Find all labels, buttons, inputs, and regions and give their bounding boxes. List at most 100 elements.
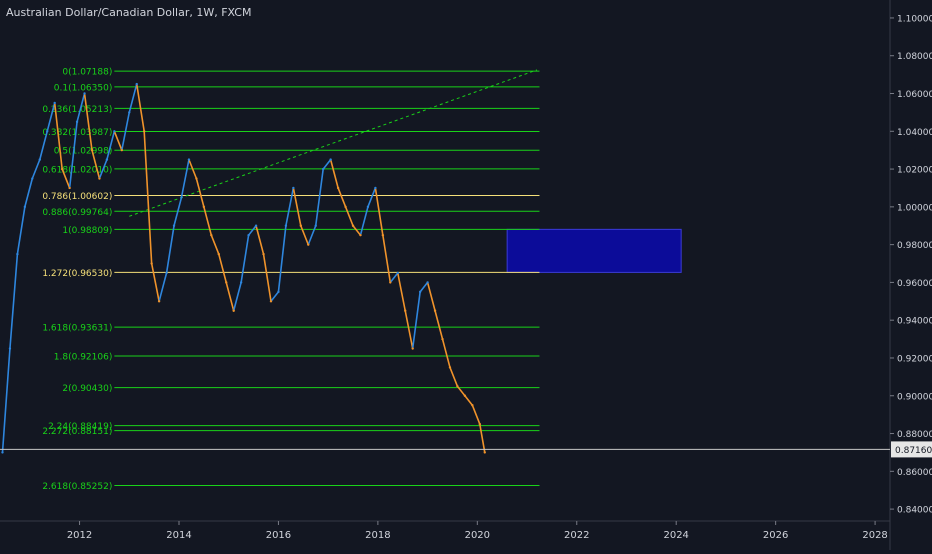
price-point-8 — [60, 167, 64, 171]
price-segment-44 — [322, 158, 332, 170]
price-point-37 — [277, 290, 280, 294]
price-segment-63 — [464, 394, 474, 407]
price-segment-1 — [1, 347, 11, 454]
price-point-55 — [411, 347, 414, 350]
price-point-29 — [217, 252, 220, 256]
demand-zone-rect — [506, 228, 682, 273]
fib-level-label-14: 2.272(0.88151) — [42, 427, 112, 437]
y-tick-label-10: 1.04000 — [897, 128, 932, 138]
price-point-23 — [172, 224, 176, 227]
price-point-17 — [128, 111, 131, 114]
price-segment-24 — [173, 196, 183, 227]
price-segment-32 — [232, 281, 242, 312]
price-segment-36 — [262, 253, 272, 303]
price-segment-9 — [61, 168, 71, 189]
fib-level-label-11: 1.8(0.92106) — [54, 352, 113, 362]
fib-level-label-9: 1.272(0.96530) — [42, 269, 112, 279]
price-point-34 — [254, 224, 258, 227]
price-segment-46 — [337, 187, 347, 208]
price-point-9 — [68, 186, 71, 190]
price-point-0 — [1, 451, 4, 454]
price-segment-35 — [255, 224, 265, 255]
price-point-3 — [23, 205, 27, 209]
x-tick-label-2: 2016 — [266, 530, 291, 541]
price-segment-37 — [270, 291, 280, 303]
price-segment-47 — [344, 206, 354, 227]
price-segment-58 — [426, 281, 436, 312]
y-tick-label-9: 1.02000 — [897, 166, 932, 176]
price-segment-48 — [352, 224, 362, 236]
price-segment-43 — [314, 168, 324, 227]
fib-level-label-6: 0.786(1.00602) — [42, 192, 112, 202]
price-segment-10 — [68, 121, 78, 189]
price-segment-31 — [225, 281, 235, 312]
y-tick-label-6: 0.96000 — [897, 279, 932, 289]
price-point-6 — [46, 130, 49, 133]
price-point-60 — [448, 366, 452, 369]
price-segment-11 — [76, 92, 86, 123]
price-point-57 — [426, 281, 429, 284]
price-segment-52 — [382, 234, 392, 284]
price-point-22 — [165, 271, 168, 275]
price-point-62 — [463, 394, 467, 397]
price-segment-33 — [240, 234, 250, 284]
fib-level-label-15: 2.618(0.85252) — [42, 482, 112, 492]
x-tick-label-8: 2028 — [862, 530, 887, 541]
price-point-11 — [83, 92, 86, 95]
price-point-4 — [31, 177, 34, 180]
price-point-25 — [187, 158, 191, 161]
price-point-64 — [478, 422, 482, 426]
y-tick-label-3: 0.90000 — [897, 392, 932, 402]
price-point-65 — [483, 451, 486, 454]
price-segment-25 — [180, 158, 190, 199]
y-tick-label-1: 0.86000 — [897, 468, 932, 478]
price-point-40 — [299, 224, 303, 227]
price-segment-26 — [188, 158, 198, 180]
y-tick-label-2: 0.88000 — [897, 430, 932, 440]
y-tick-label-13: 1.10000 — [897, 14, 932, 24]
price-point-14 — [105, 158, 109, 161]
x-tick-label-0: 2012 — [67, 530, 92, 541]
price-point-36 — [269, 300, 273, 303]
price-point-27 — [202, 205, 206, 209]
x-tick-label-4: 2020 — [465, 530, 490, 541]
price-segment-12 — [83, 92, 93, 151]
price-segment-41 — [300, 224, 310, 246]
price-segment-16 — [113, 130, 123, 151]
current-price-tag — [891, 441, 932, 458]
y-tick-label-4: 0.92000 — [897, 354, 932, 364]
current-price-label: 0.87160 — [895, 446, 932, 456]
price-segment-59 — [434, 309, 444, 340]
price-point-49 — [366, 205, 370, 209]
price-point-56 — [418, 290, 422, 294]
price-point-21 — [157, 300, 161, 303]
price-point-31 — [232, 309, 235, 312]
price-segment-22 — [158, 272, 168, 303]
price-point-12 — [90, 148, 94, 152]
price-point-10 — [75, 120, 79, 124]
y-tick-label-7: 0.98000 — [897, 241, 932, 251]
price-point-30 — [225, 281, 228, 284]
price-point-41 — [307, 243, 310, 246]
price-point-51 — [381, 233, 385, 237]
price-point-33 — [247, 233, 250, 237]
price-point-59 — [441, 337, 444, 341]
price-segment-7 — [46, 102, 56, 133]
price-segment-8 — [53, 102, 63, 170]
y-tick-label-12: 1.08000 — [897, 52, 932, 62]
price-segment-28 — [203, 206, 213, 236]
price-segment-5 — [31, 158, 41, 180]
fib-level-label-12: 2(0.90430) — [62, 384, 112, 394]
price-segment-4 — [24, 177, 34, 208]
price-segment-34 — [247, 224, 257, 236]
x-tick-label-3: 2018 — [365, 530, 390, 541]
price-segment-57 — [419, 281, 429, 293]
price-segment-45 — [329, 158, 339, 189]
price-point-54 — [404, 309, 407, 312]
fib-level-label-8: 1(0.98809) — [62, 226, 112, 236]
price-segment-50 — [367, 187, 377, 208]
fib-level-label-13: 2.24(0.88419) — [48, 422, 112, 432]
x-tick-label-1: 2014 — [166, 530, 191, 541]
